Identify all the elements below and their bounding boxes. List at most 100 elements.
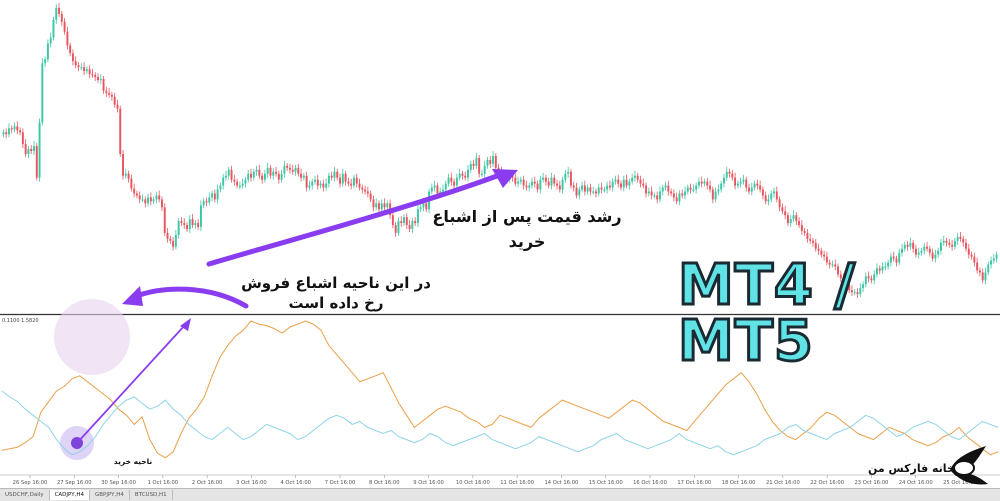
candle-body [956, 236, 959, 241]
candle-body [5, 132, 8, 135]
candle-body [247, 173, 250, 180]
candle-body [152, 199, 155, 202]
candle-body [344, 173, 347, 182]
candle-body [305, 175, 308, 188]
candle-body [628, 181, 631, 186]
candle-body [464, 175, 467, 178]
x-tick-label: 8 Oct 16:00 [369, 480, 400, 486]
candle-body [219, 185, 222, 190]
candle-body [625, 179, 628, 186]
candle-body [542, 177, 545, 180]
candle-body [416, 209, 419, 224]
candle-body [336, 171, 339, 178]
candle-body [722, 177, 725, 184]
candle-body [770, 193, 773, 200]
candle-body [211, 193, 214, 198]
candle-body [85, 69, 88, 72]
candle-body [27, 149, 30, 154]
candle-body [653, 195, 656, 197]
tab-usdchf-daily[interactable]: USDCHF,Daily [0, 490, 50, 500]
candle-body [522, 179, 525, 186]
buy-zone-arrow-head [180, 318, 191, 331]
tab-btcusd-h1[interactable]: BTCUSD,H1 [130, 490, 173, 500]
candle-body [216, 189, 219, 200]
candle-body [945, 240, 948, 243]
candle-body [661, 187, 664, 192]
candle-body [906, 244, 909, 247]
candle-body [581, 185, 584, 190]
candle-body [656, 195, 659, 200]
candle-body [572, 185, 575, 188]
x-tick-label: 15 Oct 16:00 [589, 480, 623, 486]
candle-body [300, 173, 303, 178]
candle-body [709, 185, 712, 190]
candle-body [803, 230, 806, 233]
candle-body [553, 177, 556, 184]
candle-body [172, 240, 175, 247]
candle-body [422, 203, 425, 208]
candle-body [361, 187, 364, 190]
oversold-annotation-line2: رخ داده است [288, 294, 383, 312]
tab-gbpjpy-h4[interactable]: GBPJPY,H4 [90, 490, 130, 500]
candle-body [775, 191, 778, 200]
candle-body [469, 163, 472, 170]
candle-body [127, 173, 130, 179]
candle-body [44, 59, 47, 64]
candle-body [764, 195, 767, 202]
growth-arrow [206, 170, 508, 267]
candle-body [213, 193, 216, 200]
candle-body [352, 177, 355, 186]
candle-body [681, 193, 684, 196]
candle-body [528, 185, 531, 188]
growth-annotation-line2: خرید [509, 232, 546, 251]
candle-body [455, 177, 458, 186]
candle-body [233, 179, 236, 182]
candle-body [873, 274, 876, 281]
candle-body [294, 167, 297, 172]
candle-body [375, 203, 378, 208]
candle-body [297, 167, 300, 174]
candle-body [124, 173, 127, 176]
candle-body [901, 248, 903, 253]
candle-body [951, 244, 954, 247]
candle-body [700, 181, 703, 184]
candle-body [147, 197, 150, 204]
candle-body [798, 221, 801, 226]
x-tick-label: 18 Oct 16:00 [722, 480, 756, 486]
oversold-highlight-circle [54, 299, 130, 375]
candle-body [711, 189, 714, 200]
candle-body [194, 223, 197, 226]
candle-body [71, 53, 74, 62]
candle-body [853, 292, 856, 294]
candle-body [595, 191, 597, 194]
candle-body [230, 169, 233, 180]
candle-body [110, 94, 113, 97]
candle-body [695, 185, 698, 190]
oscillator-line-blue [1, 390, 999, 456]
x-tick-label: 14 Oct 16:00 [545, 480, 579, 486]
candle-body [898, 252, 901, 263]
candle-body [611, 181, 614, 188]
candle-body [266, 167, 269, 174]
candle-body [74, 61, 77, 66]
price-chart[interactable]: 0.1100 1.5820 رشد قیمت پس از اشباع خرید … [0, 0, 1000, 488]
x-tick-label: 4 Oct 16:00 [280, 480, 311, 486]
candle-body [689, 187, 692, 190]
candle-body [825, 256, 828, 263]
candle-body [812, 240, 814, 243]
candle-body [976, 262, 979, 271]
x-tick-label: 21 Oct 16:00 [766, 480, 800, 486]
x-axis: 26 Sep 16:00 27 Sep 16:00 30 Sep 16:00 1 Oc… [0, 474, 1000, 486]
candle-body [539, 179, 542, 190]
tab-cadjpy-h4[interactable]: CADJPY,H4 [49, 490, 90, 500]
candle-body [800, 225, 803, 231]
candle-body [119, 108, 122, 154]
candle-body [472, 163, 475, 166]
candle-body [837, 266, 840, 275]
candle-body [350, 183, 353, 186]
candle-body [647, 191, 650, 194]
candle-body [238, 185, 241, 187]
candle-body [614, 179, 617, 182]
candle-body [962, 238, 965, 243]
candle-body [19, 130, 22, 133]
